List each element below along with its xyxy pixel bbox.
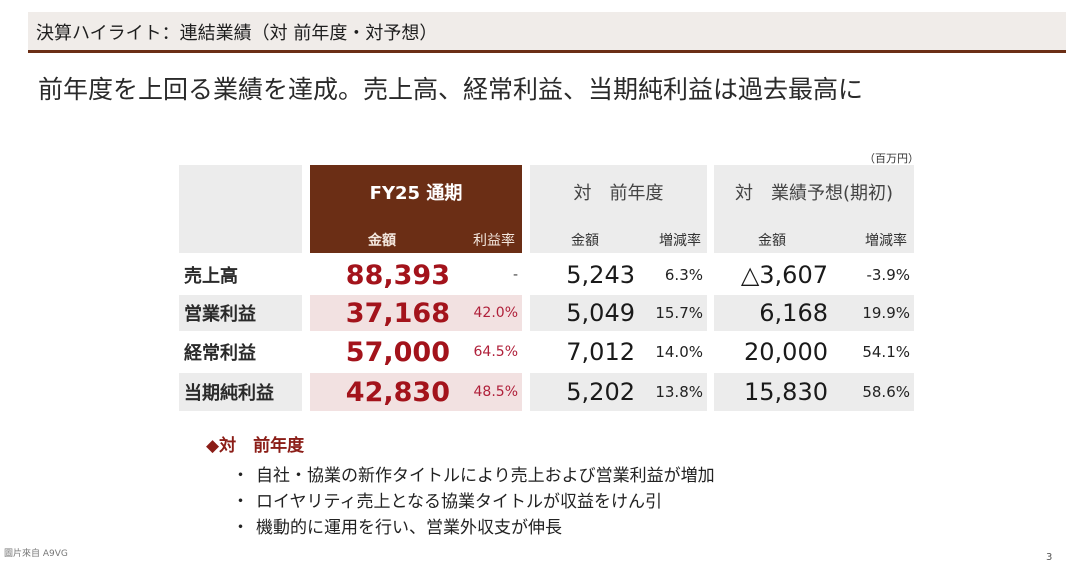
image-source-watermark: 圖片來自 A9VG [4, 549, 68, 559]
fc-change: -3.9% [866, 266, 910, 284]
fy25-amount: 57,000 [345, 336, 450, 368]
header-fy25-cell [310, 165, 522, 253]
fc-amount: 15,830 [744, 378, 828, 406]
prev-amount: 5,049 [566, 299, 635, 327]
notes-item: ・自社・協業の新作タイトルにより売上および営業利益が増加 [232, 461, 715, 486]
row-label: 売上高 [184, 266, 238, 287]
slide-title: 決算ハイライト：連結業績（対 前年度・対予想） [36, 23, 438, 44]
fc-amount: △3,607 [740, 261, 828, 289]
headline: 前年度を上回る業績を達成。売上高、経常利益、当期純利益は過去最高に [38, 75, 864, 104]
row-fc-bg [714, 373, 914, 411]
bullet-marker: ・ [232, 466, 249, 486]
row-prev-bg [530, 295, 707, 331]
fy25-amount: 42,830 [345, 376, 450, 408]
subheader-fy25-amount: 金額 [368, 233, 396, 249]
subheader-fy25-margin: 利益率 [473, 233, 515, 249]
subheader-prev-amount: 金額 [571, 233, 599, 249]
prev-change: 15.7% [655, 304, 703, 322]
row-prev-bg [530, 334, 707, 370]
row-prev-bg [530, 373, 707, 411]
prev-amount: 7,012 [566, 338, 635, 366]
prev-change: 14.0% [655, 343, 703, 361]
notes-item-text: 機動的に運用を行い、営業外収支が伸長 [256, 518, 562, 538]
fc-amount: 6,168 [759, 299, 828, 327]
row-fc-bg [714, 295, 914, 331]
notes-item: ・機動的に運用を行い、営業外収支が伸長 [232, 513, 562, 538]
fc-change: 54.1% [862, 343, 910, 361]
header-prev-cell [530, 165, 707, 253]
row-fy25-bg [310, 373, 522, 411]
subheader-fc-amount: 金額 [758, 233, 786, 249]
bullet-marker: ・ [232, 492, 249, 512]
fc-change: 58.6% [862, 383, 910, 401]
row-label: 営業利益 [184, 304, 256, 325]
row-fy25-bg [310, 295, 522, 331]
row-label-bg [179, 295, 302, 331]
slide-title-bar: 決算ハイライト：連結業績（対 前年度・対予想） [28, 12, 1066, 53]
subheader-fc-change: 増減率 [865, 233, 907, 249]
fc-change: 19.9% [862, 304, 910, 322]
row-label: 経常利益 [184, 343, 256, 364]
page-number: 3 [1046, 552, 1053, 563]
prev-amount: 5,202 [566, 378, 635, 406]
prev-amount: 5,243 [566, 261, 635, 289]
row-label-bg [179, 257, 302, 293]
header-fy25-label: FY25 通期 [369, 183, 463, 204]
notes-heading: ◆対 前年度 [206, 436, 305, 456]
fy25-amount: 37,168 [345, 297, 450, 329]
prev-change: 6.3% [664, 266, 703, 284]
fc-amount: 20,000 [744, 338, 828, 366]
row-label: 当期純利益 [184, 383, 274, 404]
fy25-margin: 64.5% [473, 344, 518, 360]
subheader-prev-change: 増減率 [659, 233, 701, 249]
bullet-marker: ・ [232, 518, 249, 538]
fy25-margin: 42.0% [473, 305, 518, 321]
row-fc-bg [714, 257, 914, 293]
header-prev-label: 対 前年度 [573, 183, 664, 204]
row-fy25-bg [310, 257, 522, 293]
unit-label: （百万円） [864, 152, 919, 165]
row-fy25-bg [310, 334, 522, 370]
row-label-bg [179, 334, 302, 370]
notes-item: ・ロイヤリティ売上となる協業タイトルが収益をけん引 [232, 487, 662, 512]
header-forecast-label: 対 業績予想(期初) [734, 183, 894, 204]
notes-item-text: ロイヤリティ売上となる協業タイトルが収益をけん引 [256, 492, 662, 512]
fy25-amount: 88,393 [345, 259, 450, 291]
notes-item-text: 自社・協業の新作タイトルにより売上および営業利益が増加 [256, 466, 715, 486]
header-blank-cell [179, 165, 302, 253]
row-label-bg [179, 373, 302, 411]
fy25-margin: 48.5% [473, 384, 518, 400]
row-prev-bg [530, 257, 707, 293]
fy25-margin: - [512, 267, 518, 283]
row-fc-bg [714, 334, 914, 370]
header-forecast-cell [714, 165, 914, 253]
prev-change: 13.8% [655, 383, 703, 401]
